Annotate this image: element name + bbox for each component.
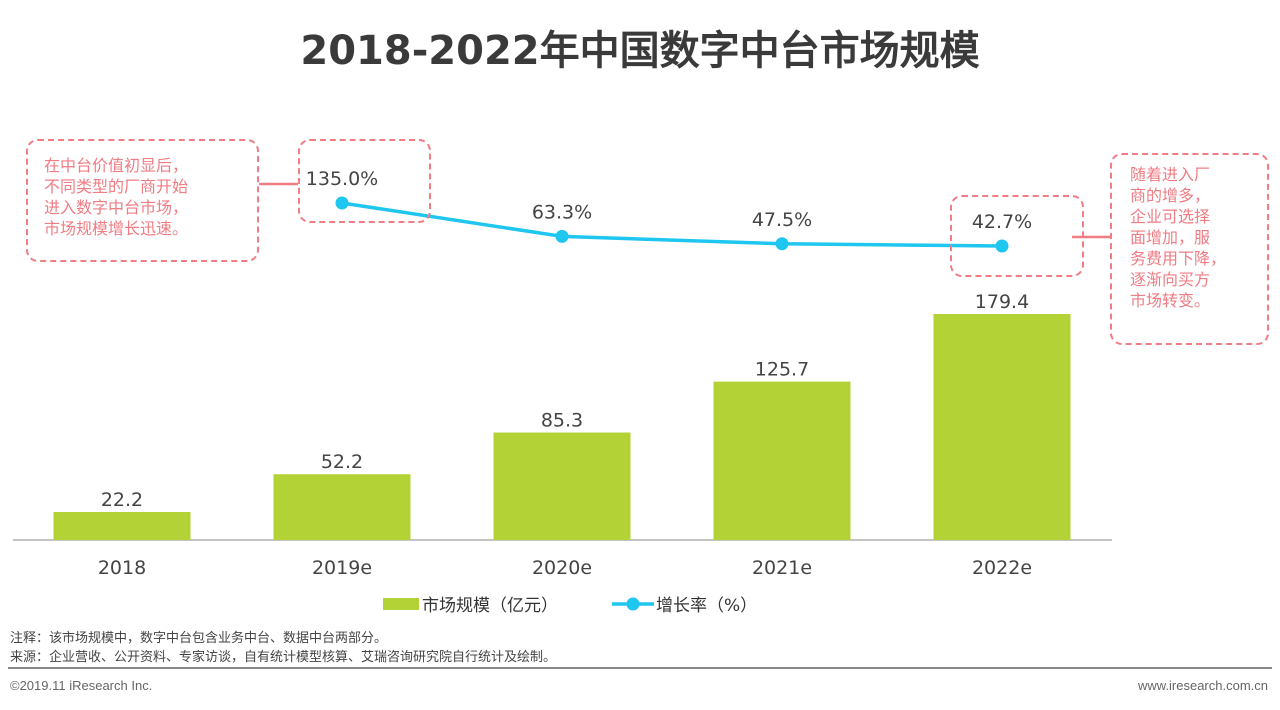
callout-line: 逐渐向买方 [1130, 270, 1211, 289]
bar [53, 512, 191, 540]
bar [713, 381, 851, 540]
legend-line-marker [626, 597, 640, 611]
callout-line: 市场规模增长迅速。 [44, 219, 189, 238]
callout-line: 进入数字中台市场， [44, 198, 189, 217]
callout-line: 在中台价值初显后， [44, 156, 189, 175]
x-tick-label: 2019e [312, 557, 372, 579]
callout-left: 在中台价值初显后， 不同类型的厂商开始 进入数字中台市场， 市场规模增长迅速。 [26, 139, 259, 262]
bar-value-label: 52.2 [321, 451, 363, 473]
callout-highlight-2022 [950, 195, 1084, 277]
callout-line: 务费用下降， [1130, 249, 1227, 268]
bar-value-label: 125.7 [755, 359, 809, 381]
growth-value-label: 42.7% [972, 211, 1032, 233]
legend-line-label: 增长率（%） [656, 596, 757, 616]
growth-value-label: 135.0% [306, 168, 378, 190]
callout-highlight-2019 [298, 139, 431, 223]
callout-line: 商的增多， [1130, 186, 1211, 205]
copyright: ©2019.11 iResearch Inc. [10, 678, 153, 693]
callout-line: 企业可选择 [1130, 207, 1211, 226]
x-tick-label: 2020e [532, 557, 592, 579]
growth-line [341, 201, 1003, 248]
page-title: 2018-2022年中国数字中台市场规模 [300, 28, 980, 74]
bar [273, 474, 411, 540]
growth-point [555, 229, 569, 243]
bar-value-label: 179.4 [975, 291, 1029, 313]
bar-value-label: 22.2 [101, 489, 143, 511]
note-text: 注释：该市场规模中，数字中台包含业务中台、数据中台两部分。 [10, 630, 388, 645]
bar [493, 432, 631, 540]
website: www.iresearch.com.cn [1137, 678, 1268, 693]
legend-bar-swatch [383, 598, 419, 610]
growth-point [775, 237, 789, 251]
callout-line: 面增加，服 [1130, 228, 1211, 247]
source-text: 来源：企业营收、公开资料、专家访谈，自有统计模型核算、艾瑞咨询研究院自行统计及绘… [10, 649, 557, 664]
callout-line: 不同类型的厂商开始 [44, 177, 189, 196]
callout-right: 随着进入厂 商的增多， 企业可选择 面增加，服 务费用下降， 逐渐向买方 市场转… [1110, 153, 1269, 345]
growth-value-label: 47.5% [752, 209, 812, 231]
x-tick-label: 2018 [98, 557, 146, 579]
callout-line: 随着进入厂 [1130, 165, 1211, 184]
callout-line: 市场转变。 [1130, 291, 1211, 310]
x-tick-label: 2022e [972, 557, 1032, 579]
growth-point [995, 239, 1009, 253]
footer-divider [8, 667, 1272, 669]
bar-value-label: 85.3 [541, 410, 583, 432]
growth-value-label: 63.3% [532, 201, 592, 223]
bar [933, 313, 1071, 540]
x-tick-label: 2021e [752, 557, 812, 579]
legend-bar-label: 市场规模（亿元） [422, 596, 558, 616]
growth-point [335, 196, 349, 210]
